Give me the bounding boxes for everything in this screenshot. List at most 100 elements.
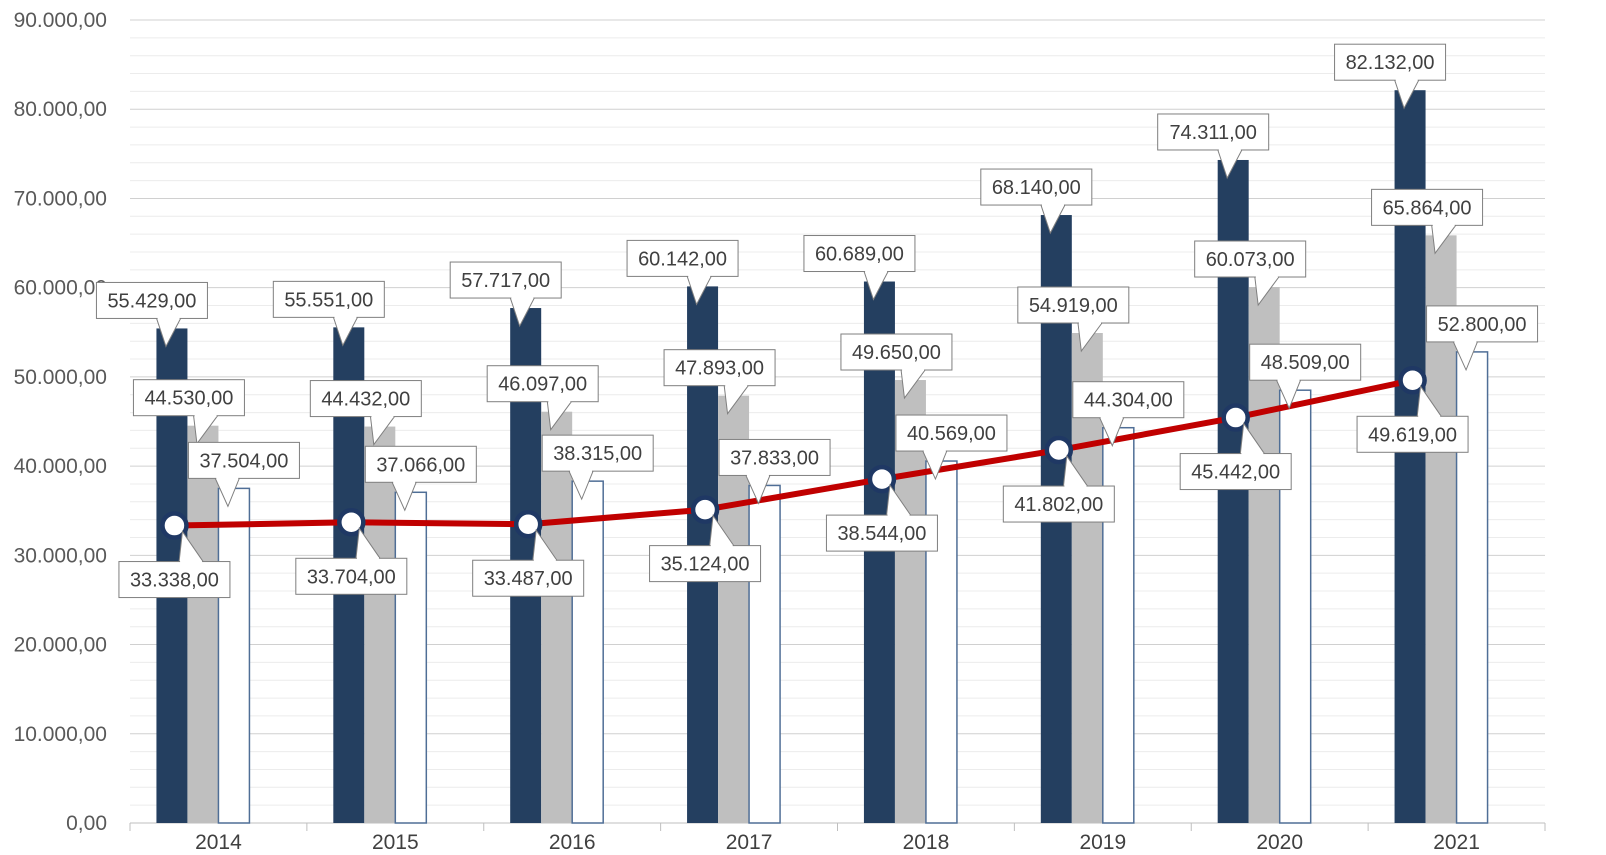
data-label-text: 49.619,00 [1368,424,1457,446]
x-tick-label: 2018 [903,831,950,854]
bar-label-series-3: 44.304,00 [1072,381,1185,447]
label-box [1157,113,1270,151]
y-tick-label: 30.000,00 [14,544,107,567]
label-box [486,365,599,403]
label-box [1179,453,1292,491]
bar-label-series-2: 60.073,00 [1194,240,1307,307]
data-label-text: 44.530,00 [144,388,233,410]
label-box [132,379,245,417]
bar-label-series-1: 74.311,00 [1157,113,1270,180]
label-box [1194,240,1307,278]
data-label-text: 57.717,00 [461,270,550,292]
line-marker [1398,366,1427,395]
data-label-text: 44.304,00 [1084,390,1173,412]
y-tick-label: 40.000,00 [14,455,107,478]
data-label-text: 47.893,00 [675,358,764,380]
bar-label-series-1: 82.132,00 [1334,43,1447,110]
label-box [840,333,953,371]
bar-label-series-2: 54.919,00 [1017,286,1130,353]
bar-series-3 [571,480,604,824]
data-label-text: 38.544,00 [837,523,926,545]
label-box [663,349,776,387]
data-label-text: 74.311,00 [1169,122,1257,144]
data-label-text: 37.833,00 [730,447,819,469]
line-marker [1221,403,1250,432]
bar-label-series-3: 37.066,00 [364,445,477,512]
data-label-text: 60.689,00 [815,244,904,266]
data-label-text: 65.864,00 [1383,197,1472,219]
line-label: 38.544,00 [825,483,938,552]
line-marker [1044,435,1074,465]
bar-label-series-3: 38.315,00 [541,434,654,501]
x-tick-label: 2020 [1256,831,1303,854]
y-tick-label: 70.000,00 [14,187,107,210]
y-axis: 0,00 10.000,00 20.000,00 30.000,00 40.000,00… [14,9,107,835]
line-marker [513,509,543,539]
data-label-text: 48.509,00 [1261,352,1350,374]
data-label-text: 46.097,00 [498,374,587,396]
label-box [803,235,916,273]
line-marker [337,508,366,537]
line-label: 49.619,00 [1356,384,1469,453]
bar-label-series-2: 47.893,00 [663,349,776,416]
line-label: 45.442,00 [1179,422,1292,491]
bar-series-3 [217,487,251,824]
data-label-text: 37.504,00 [199,450,288,472]
bar-label-series-1: 55.551,00 [272,280,385,347]
bar-series-3 [394,491,428,824]
data-label-text: 45.442,00 [1191,462,1280,484]
bar-label-series-1: 68.140,00 [980,168,1093,235]
y-tick-label: 10.000,00 [14,723,107,746]
data-label-text: 33.487,00 [484,568,573,590]
label-box [1002,485,1115,523]
bar-label-series-2: 46.097,00 [486,365,599,432]
data-label-text: 38.315,00 [553,443,642,465]
y-tick-label: 60.000,00 [14,277,107,300]
x-tick-label: 2019 [1079,831,1126,854]
data-label-text: 49.650,00 [852,342,941,364]
data-label-text: 60.142,00 [638,248,727,270]
bar-label-series-2: 65.864,00 [1371,188,1484,255]
x-axis: 2014 2015 2016 2017 2018 2019 2020 2021 [129,822,1546,854]
line-series-path [171,377,1416,529]
bar-series-2 [894,380,926,823]
bar-series-3 [748,484,781,824]
label-box [309,380,422,418]
data-label-text: 68.140,00 [992,177,1081,199]
label-box [825,514,938,552]
bar-label-series-2: 44.530,00 [132,379,245,446]
data-label-text: 44.432,00 [321,389,410,411]
line-label: 33.704,00 [295,526,408,595]
bar-label-series-2: 44.432,00 [309,380,422,446]
bar-series-2 [364,426,396,823]
data-label-text: 37.066,00 [376,454,465,476]
bar-label-series-3: 40.569,00 [895,414,1008,481]
line-series [160,366,1427,540]
bar-label-series-3: 52.800,00 [1426,305,1539,372]
y-tick-label: 90.000,00 [14,9,107,32]
label-box [118,561,231,599]
data-label-text: 35.124,00 [661,554,750,576]
label-box [187,441,300,479]
y-tick-label: 20.000,00 [14,634,107,657]
bar-series-2 [541,411,573,823]
label-box [895,414,1008,452]
label-box [541,434,654,472]
label-box [626,239,739,277]
bar-label-series-2: 49.650,00 [840,333,953,400]
label-box [980,168,1093,206]
data-label-text: 54.919,00 [1029,295,1118,317]
label-box [1017,286,1130,324]
label-box [1356,415,1469,453]
bar-label-series-3: 48.509,00 [1249,343,1362,410]
bar-label-series-1: 60.689,00 [803,235,916,301]
data-label-text: 60.073,00 [1206,249,1295,271]
data-label-text: 33.704,00 [307,566,396,588]
line-label: 41.802,00 [1002,454,1115,523]
line-label: 33.338,00 [118,530,231,599]
bar-label-series-3: 37.833,00 [718,438,831,505]
bar-label-series-1: 57.717,00 [449,261,562,328]
label-box [449,261,562,299]
bar-label-series-1: 55.429,00 [95,281,208,348]
